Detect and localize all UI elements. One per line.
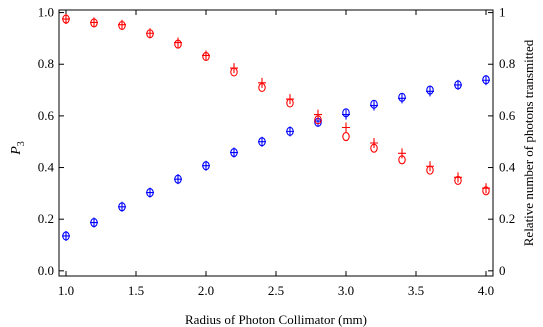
red-cross-point [286,94,294,105]
blue-cross-point [202,160,210,171]
x-tick-label: 1.5 [128,283,144,298]
red-circle-point [342,131,350,142]
x-tick-label: 4.0 [478,283,494,298]
blue-cross-point [454,79,462,90]
blue-cross-point [90,217,98,228]
y-axis-right: 0 0.2 0.4 0.6 0.8 1 [488,5,516,278]
x-tick-label: 1.0 [58,283,74,298]
x-tick-label: 3.0 [338,283,354,298]
blue-cross-point [482,75,490,86]
y-left-tick-label: 0.2 [38,211,54,226]
blue-cross-point [230,147,238,158]
y-left-tick-label: 0.8 [38,56,54,71]
y-left-tick-label: 0.6 [38,108,55,123]
blue-cross-point [370,100,378,111]
red-cross-point [90,17,98,28]
blue-cross-point [342,109,350,120]
y-right-tick-label: 1 [499,5,506,20]
y-axis-left-label-main: P [9,146,24,156]
plot-frame [58,9,494,277]
blue-cross-point [258,136,266,147]
blue-cross-point [286,126,294,137]
y-left-tick-label: 0.4 [38,160,55,175]
y-right-tick-label: 0 [499,263,506,278]
y-right-tick-label: 0.8 [499,56,515,71]
y-axis-left-label: P3 [9,141,27,156]
red-cross-point [482,183,490,194]
red-cross-point [118,19,126,30]
red-cross-point [398,148,406,159]
red-cross-point [230,63,238,74]
y-right-tick-label: 0.4 [499,160,516,175]
red-cross-point [62,14,70,25]
y-right-tick-label: 0.2 [499,211,515,226]
blue-cross-point [398,93,406,104]
data-marks [62,14,490,241]
red-cross-point [202,50,210,61]
red-cross-point [426,161,434,172]
red-cross-point [174,37,182,48]
x-axis: 1.0 1.5 2.0 2.5 3.0 3.5 4.0 [58,10,494,298]
blue-cross-point [146,187,154,198]
y-right-tick-label: 0.6 [499,108,516,123]
x-axis-label: Radius of Photon Collimator (mm) [185,312,367,327]
red-cross-point [454,172,462,183]
red-cross-point [342,122,350,133]
x-tick-label: 2.0 [198,283,214,298]
x-tick-label: 2.5 [268,283,284,298]
red-cross-point [258,77,266,88]
blue-cross-point [174,174,182,185]
y-left-tick-label: 0.0 [38,263,54,278]
blue-cross-point [118,201,126,212]
red-series [62,14,490,196]
x-tick-label: 3.5 [408,283,424,298]
blue-cross-point [62,230,70,241]
y-axis-right-label: Relative number of photons transmitted [521,39,536,246]
y-axis-left-label-subscript: 3 [16,141,27,146]
blue-cross-point [426,86,434,97]
blue-series [62,75,490,241]
red-cross-point [314,109,322,120]
y-left-tick-label: 1.0 [38,5,54,20]
red-cross-point [370,138,378,148]
red-cross-point [146,28,154,39]
y-axis-left: 0.0 0.2 0.4 0.6 0.8 1.0 [38,5,64,278]
